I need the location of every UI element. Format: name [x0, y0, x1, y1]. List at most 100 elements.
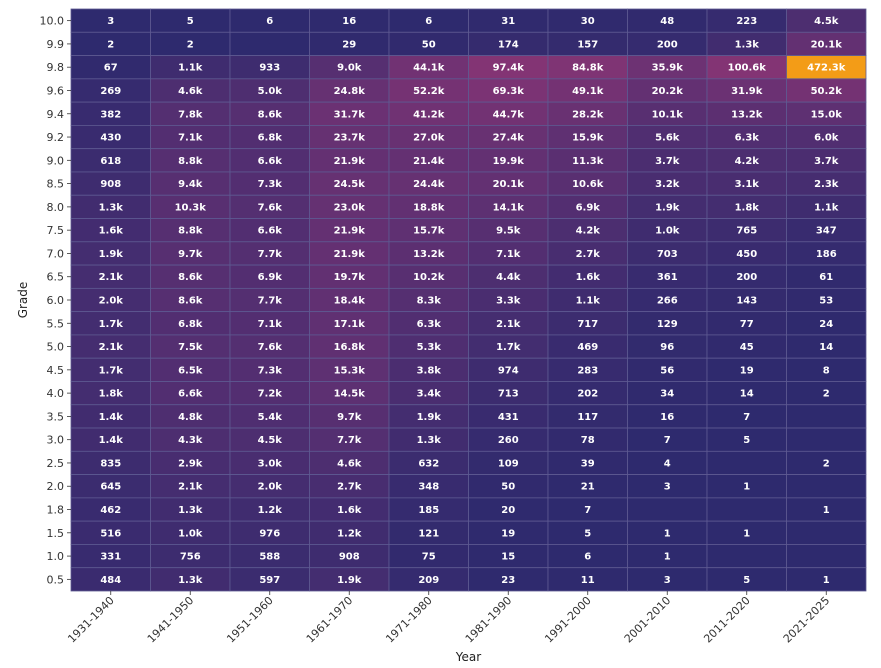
cell-value-label: 1.7k: [99, 365, 124, 376]
cell-value-label: 1.9k: [99, 249, 124, 260]
y-axis-ticks: 10.0 9.9 9.8 9.6 9.4 9.2 9.0 8.5 8.0 7.5 7.0 6.5 6.0…: [40, 15, 71, 586]
cell-value-label: 84.8k: [572, 63, 604, 74]
cell-value-label: 67: [104, 63, 118, 74]
cell-value-label: 431: [498, 412, 519, 423]
cell-value-label: 1.6k: [99, 226, 124, 237]
cell-value-label: 632: [418, 458, 439, 469]
cell-value-label: 260: [498, 435, 519, 446]
cell-value-label: 35.9k: [652, 63, 684, 74]
cell-value-label: 78: [581, 435, 595, 446]
cell-value-label: 10.3k: [175, 202, 207, 213]
cell-value-label: 61: [819, 272, 833, 283]
cell-value-label: 8.6k: [258, 109, 283, 120]
cell-value-label: 7.6k: [258, 342, 283, 353]
cell-value-label: 31.7k: [334, 109, 366, 120]
cell-value-label: 347: [816, 226, 837, 237]
cell-value-label: 7.8k: [178, 109, 203, 120]
cell-value-label: 1.7k: [496, 342, 521, 353]
cell-value-label: 157: [577, 39, 598, 50]
cell-value-label: 1: [823, 575, 830, 586]
cell-value-label: 5.3k: [417, 342, 442, 353]
cell-value-label: 516: [100, 528, 121, 539]
cell-value-label: 1.1k: [178, 63, 203, 74]
cell-value-label: 1.3k: [178, 575, 203, 586]
cell-value-label: 30: [581, 16, 595, 27]
cell-value-label: 14.5k: [334, 389, 366, 400]
cell-value-label: 4.2k: [735, 156, 760, 167]
cell-value-label: 7: [743, 412, 750, 423]
cell-value-label: 3.1k: [735, 179, 760, 190]
cell-value-label: 1.3k: [178, 505, 203, 516]
cell-value-label: 5: [743, 575, 750, 586]
cell-value-label: 361: [657, 272, 678, 283]
cell-value-label: 8.8k: [178, 226, 203, 237]
cell-value-label: 348: [418, 482, 439, 493]
cell-value-label: 20.2k: [652, 86, 684, 97]
cell-value-label: 1.4k: [99, 435, 124, 446]
y-tick-label: 9.0: [47, 154, 65, 167]
cell-value-label: 3: [107, 16, 114, 27]
cell-value-label: 45: [740, 342, 754, 353]
cell-value-label: 713: [498, 389, 519, 400]
y-tick-label: 9.6: [47, 84, 65, 97]
cell-value-label: 50: [422, 39, 436, 50]
cell-value-label: 1.8k: [735, 202, 760, 213]
cell-value-label: 14: [819, 342, 833, 353]
x-tick-label: 1961-1970: [304, 594, 356, 646]
y-tick-label: 1.5: [47, 527, 65, 540]
cell-value-label: 34: [660, 389, 674, 400]
cell-value-label: 7.3k: [258, 179, 283, 190]
cell-value-label: 283: [577, 365, 598, 376]
cell-value-label: 6: [266, 16, 273, 27]
cell-value-label: 4.2k: [576, 226, 601, 237]
x-tick-label: 1991-2000: [542, 594, 594, 646]
cell-value-label: 185: [418, 505, 439, 516]
cell-value-label: 3.0k: [258, 458, 283, 469]
cell-value-label: 2.1k: [178, 482, 203, 493]
cell-value-label: 8.8k: [178, 156, 203, 167]
cell-value-label: 1.6k: [576, 272, 601, 283]
cell-value-label: 6.9k: [576, 202, 601, 213]
cell-value-label: 174: [498, 39, 519, 50]
cell-value-label: 484: [100, 575, 121, 586]
x-tick-label: 1971-1980: [383, 594, 435, 646]
cell-value-label: 20: [501, 505, 515, 516]
y-tick-label: 4.0: [47, 387, 65, 400]
cell-value-label: 9.5k: [496, 226, 521, 237]
cell-value-label: 1.1k: [814, 202, 839, 213]
y-tick-label: 1.8: [47, 504, 65, 517]
heatmap-cell: [786, 474, 867, 499]
cell-value-label: 17.1k: [334, 319, 366, 330]
x-axis-title: Year: [455, 650, 481, 664]
heatmap-cells: [70, 8, 867, 592]
cell-value-label: 4.8k: [178, 412, 203, 423]
cell-value-label: 8.6k: [178, 296, 203, 307]
x-axis-ticks: 1931-1940 1941-1950 1951-1960 1961-1970 1971…: [65, 591, 832, 646]
cell-value-label: 1.9k: [337, 575, 362, 586]
cell-value-label: 186: [816, 249, 837, 260]
cell-value-label: 21: [581, 482, 595, 493]
cell-value-label: 13.2k: [731, 109, 763, 120]
cell-value-label: 1.1k: [576, 296, 601, 307]
cell-value-label: 1.7k: [99, 319, 124, 330]
cell-value-label: 223: [736, 16, 757, 27]
cell-value-label: 21.9k: [334, 226, 366, 237]
cell-value-label: 6.8k: [178, 319, 203, 330]
cell-value-label: 1.2k: [258, 505, 283, 516]
cell-value-label: 4.3k: [178, 435, 203, 446]
cell-value-label: 2.3k: [814, 179, 839, 190]
y-tick-label: 3.0: [47, 434, 65, 447]
y-tick-label: 3.5: [47, 410, 65, 423]
x-tick-label: 1931-1940: [65, 594, 117, 646]
cell-value-label: 13.2k: [413, 249, 445, 260]
cell-value-label: 4.6k: [337, 458, 362, 469]
cell-value-label: 588: [259, 552, 280, 563]
cell-value-label: 645: [100, 482, 121, 493]
cell-value-label: 1: [743, 528, 750, 539]
cell-value-label: 27.0k: [413, 133, 445, 144]
cell-value-label: 6.6k: [258, 226, 283, 237]
cell-value-label: 18.4k: [334, 296, 366, 307]
cell-value-label: 3.7k: [814, 156, 839, 167]
cell-value-label: 5: [187, 16, 194, 27]
